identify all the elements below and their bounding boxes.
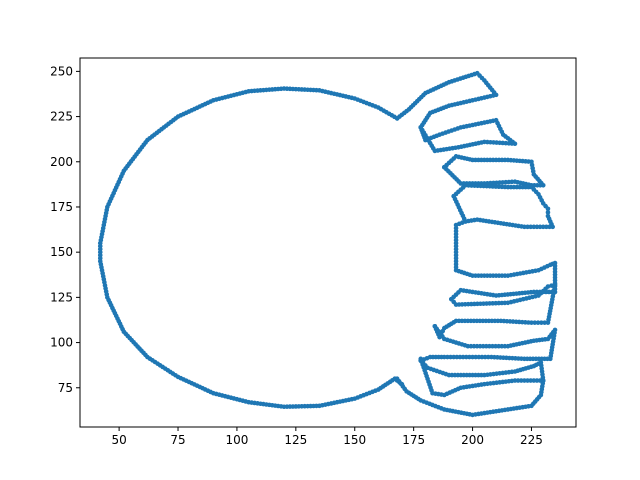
y-axis: 75 100 125 150 175 200 225 250 — [50, 64, 80, 395]
x-tick-label: 225 — [520, 433, 543, 447]
y-tick-label: 100 — [50, 336, 73, 350]
data-point — [542, 320, 547, 325]
plot-frame — [79, 57, 577, 428]
y-tick-label: 125 — [50, 290, 73, 304]
y-tick-label: 225 — [50, 110, 73, 124]
x-tick-label: 100 — [225, 433, 248, 447]
x-tick-label: 75 — [170, 433, 185, 447]
data-point — [540, 378, 546, 383]
data-point — [451, 193, 457, 199]
y-tick-label: 200 — [50, 155, 73, 169]
data-point — [545, 206, 551, 212]
data-point — [518, 378, 524, 383]
x-tick-label: 175 — [402, 433, 425, 447]
x-tick-label: 125 — [284, 433, 307, 447]
data-point — [463, 354, 469, 360]
data-point — [441, 164, 447, 170]
y-tick-label: 175 — [50, 200, 73, 214]
data-point — [448, 354, 453, 360]
data-points — [97, 70, 558, 418]
y-tick-label: 250 — [50, 64, 73, 78]
data-point — [545, 320, 551, 325]
x-tick-label: 150 — [343, 433, 366, 447]
y-tick-label: 75 — [58, 381, 73, 395]
data-point — [545, 210, 551, 215]
data-point — [418, 356, 424, 362]
data-point — [418, 125, 424, 130]
data-point — [535, 320, 541, 325]
data-point — [537, 224, 543, 230]
data-point — [482, 354, 488, 360]
data-point — [545, 284, 551, 289]
x-axis: 50 75 100 125 150 175 200 225 — [111, 427, 543, 447]
y-tick-label: 150 — [50, 245, 73, 259]
data-point — [539, 320, 544, 325]
x-tick-label: 50 — [111, 433, 126, 447]
data-point — [532, 320, 538, 325]
x-tick-label: 200 — [461, 433, 484, 447]
